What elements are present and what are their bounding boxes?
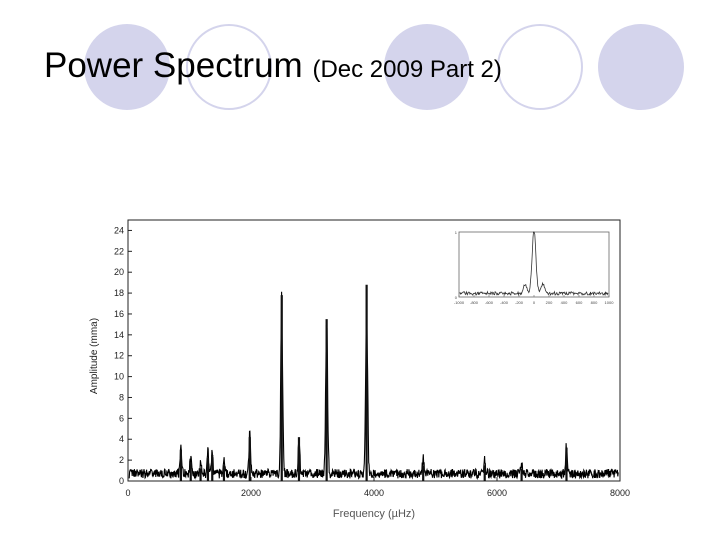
x-tick-label: 6000 bbox=[487, 488, 507, 498]
inset-y-tick-label: 1 bbox=[455, 230, 458, 235]
inset-x-tick-label: 400 bbox=[561, 300, 568, 305]
slide-title-sub: (Dec 2009 Part 2) bbox=[312, 56, 502, 83]
y-tick-label: 16 bbox=[114, 309, 124, 319]
inset-x-tick-label: 1000 bbox=[605, 300, 615, 305]
inset-frame bbox=[458, 231, 610, 298]
inset-x-tick-label: 600 bbox=[576, 300, 583, 305]
inset-y-tick-label: 0 bbox=[455, 295, 458, 300]
y-tick-label: 4 bbox=[119, 434, 124, 444]
x-tick-label: 8000 bbox=[610, 488, 630, 498]
x-tick-label: 4000 bbox=[364, 488, 384, 498]
y-tick-label: 22 bbox=[114, 246, 124, 256]
x-tick-label: 2000 bbox=[241, 488, 261, 498]
decor-circle-3 bbox=[384, 24, 470, 110]
slide-title-main: Power Spectrum bbox=[44, 46, 303, 85]
inset-x-tick-label: -800 bbox=[470, 300, 479, 305]
inset-x-tick-label: 800 bbox=[591, 300, 598, 305]
y-tick-label: 18 bbox=[114, 288, 124, 298]
y-tick-label: 14 bbox=[114, 330, 124, 340]
slide-title: Power Spectrum (Dec 2009 Part 2) bbox=[44, 46, 502, 86]
inset-line bbox=[459, 231, 609, 297]
decor-circle-2 bbox=[186, 24, 272, 110]
x-tick-label: 0 bbox=[125, 488, 130, 498]
y-tick-label: 24 bbox=[114, 225, 124, 235]
y-tick-label: 12 bbox=[114, 351, 124, 361]
inset-x-tick-label: -1000 bbox=[454, 300, 465, 305]
y-tick-label: 2 bbox=[119, 455, 124, 465]
inset-x-tick-label: 200 bbox=[546, 300, 553, 305]
y-tick-label: 6 bbox=[119, 413, 124, 423]
spectrum-line bbox=[128, 291, 619, 480]
inset-x-tick-label: -400 bbox=[500, 300, 509, 305]
decor-circle-4 bbox=[497, 24, 583, 110]
inset-x-tick-label: 0 bbox=[533, 300, 536, 305]
y-tick-label: 10 bbox=[114, 372, 124, 382]
y-tick-label: 0 bbox=[119, 476, 124, 486]
x-axis-label: Frequency (µHz) bbox=[333, 508, 415, 520]
inset-x-tick-label: -200 bbox=[515, 300, 524, 305]
inset-x-tick-label: -600 bbox=[485, 300, 494, 305]
decor-circle-5 bbox=[598, 24, 684, 110]
y-tick-label: 20 bbox=[114, 267, 124, 277]
y-axis-label: Amplitude (mma) bbox=[89, 318, 100, 394]
y-tick-label: 8 bbox=[119, 392, 124, 402]
decor-circle-1 bbox=[84, 24, 170, 110]
